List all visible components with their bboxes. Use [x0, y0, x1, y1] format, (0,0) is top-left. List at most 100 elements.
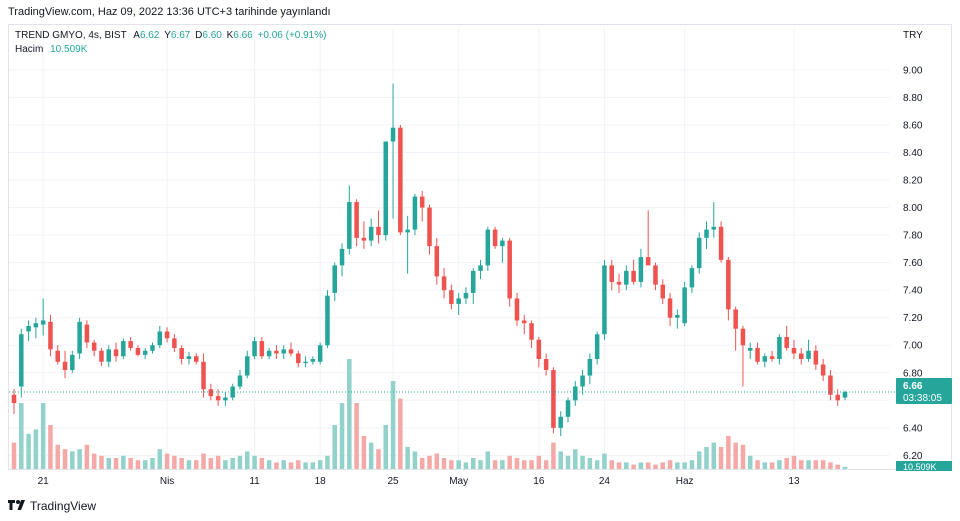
price-tick: 7.00 [903, 341, 923, 352]
candle-body [26, 325, 31, 332]
candle-body [624, 270, 629, 285]
volume-bar [675, 462, 680, 469]
volume-bar [106, 458, 112, 469]
volume-bar [230, 458, 235, 469]
candle-body [201, 361, 206, 390]
candle-body [616, 281, 622, 285]
candle-body [361, 237, 367, 241]
volume-bar [609, 460, 614, 469]
volume-bar [266, 460, 272, 469]
price-tick: 6.40 [903, 423, 923, 434]
candle-body [33, 323, 39, 328]
price-tick: 7.40 [903, 286, 923, 297]
last-price-badge: 6.66 03:38:05 [896, 378, 952, 404]
volume-bar [631, 464, 636, 469]
candle-body [303, 361, 308, 364]
volume-bar [70, 451, 75, 469]
candle-body [150, 345, 155, 351]
volume-bar [456, 460, 461, 469]
candle-body [733, 309, 738, 329]
candle-body [419, 196, 425, 208]
volume-bar [215, 455, 221, 469]
candle-body [259, 341, 265, 357]
volume-bar [689, 460, 695, 469]
close-value: 6.66 [233, 30, 253, 41]
candle-body [784, 336, 789, 348]
last-price-value: 6.66 [903, 381, 923, 392]
candle-body [310, 358, 316, 362]
low-value: 6.60 [202, 30, 222, 41]
volume-bar [580, 455, 585, 469]
volume-bar [813, 460, 819, 469]
volume-bar [835, 464, 840, 469]
volume-bar [419, 458, 425, 469]
candle-body [427, 207, 432, 247]
candle-body [405, 229, 410, 233]
volume-value: 10.509K [50, 44, 88, 55]
candle-body [638, 257, 644, 282]
candle-body [62, 361, 68, 371]
volume-bar [529, 460, 534, 469]
candle-body [492, 229, 498, 247]
change-value: +0.06 (+0.91%) [257, 30, 327, 41]
volume-bar [616, 462, 622, 469]
brand-name[interactable]: TradingView [30, 499, 97, 513]
candle-body [580, 375, 585, 387]
volume-bar [434, 453, 440, 469]
candles [11, 83, 848, 437]
volume-bar [594, 460, 600, 469]
volume-bar [762, 462, 768, 469]
price-tick: 7.80 [903, 231, 923, 242]
volume-bar [150, 458, 155, 469]
time-tick: 18 [315, 476, 327, 487]
candle-body [514, 298, 520, 321]
volume-bar [48, 425, 53, 469]
volume-bar [245, 451, 250, 469]
volume-bar [638, 462, 644, 469]
candle-body [208, 389, 214, 397]
volume-bar [791, 455, 797, 469]
open-label: A [133, 30, 140, 41]
candle-body [755, 347, 760, 362]
volume-bar [26, 433, 31, 469]
candle-body [769, 356, 775, 359]
volume-bar [660, 462, 666, 469]
volume-bar [558, 451, 563, 469]
volume-bar [390, 381, 396, 469]
volume-bar [522, 460, 527, 469]
candle-body [711, 226, 717, 230]
candle-body [281, 349, 286, 354]
ohlc-row: TREND GMYO, 4s, BIST A6.62 Y6.67 D6.60 K… [15, 29, 326, 43]
volume-bar [33, 429, 39, 469]
currency-label: TRY [903, 30, 923, 41]
chart-frame[interactable] [8, 24, 952, 470]
candle-body [237, 375, 243, 387]
candle-body [245, 356, 250, 376]
candle-body [682, 287, 687, 324]
candle-body [762, 356, 768, 362]
volume-bar [19, 403, 24, 469]
volume-bar [347, 359, 352, 469]
volume-bar [317, 460, 323, 469]
time-tick: Nis [160, 476, 174, 487]
volume-bar [208, 458, 214, 469]
candle-body [55, 350, 60, 362]
volume-bar [842, 466, 848, 469]
time-axis[interactable]: 21 Nis 11 18 25 May 16 24 Haz 13 [38, 476, 800, 487]
candle-body [11, 394, 17, 404]
volume-bar [565, 455, 571, 469]
volume-bar [368, 442, 374, 469]
volume-bar [412, 451, 418, 469]
candle-body [835, 394, 840, 401]
volume-bar [536, 455, 542, 469]
symbol-label[interactable]: TREND GMYO, 4s, BIST [15, 30, 127, 41]
high-value: 6.67 [170, 30, 191, 41]
candle-body [164, 331, 170, 339]
volume-bar [653, 464, 658, 469]
candle-body [354, 202, 359, 238]
candle-body [121, 341, 126, 357]
time-tick: Haz [676, 476, 694, 487]
price-tick: 8.80 [903, 93, 923, 104]
candle-body [726, 259, 731, 310]
